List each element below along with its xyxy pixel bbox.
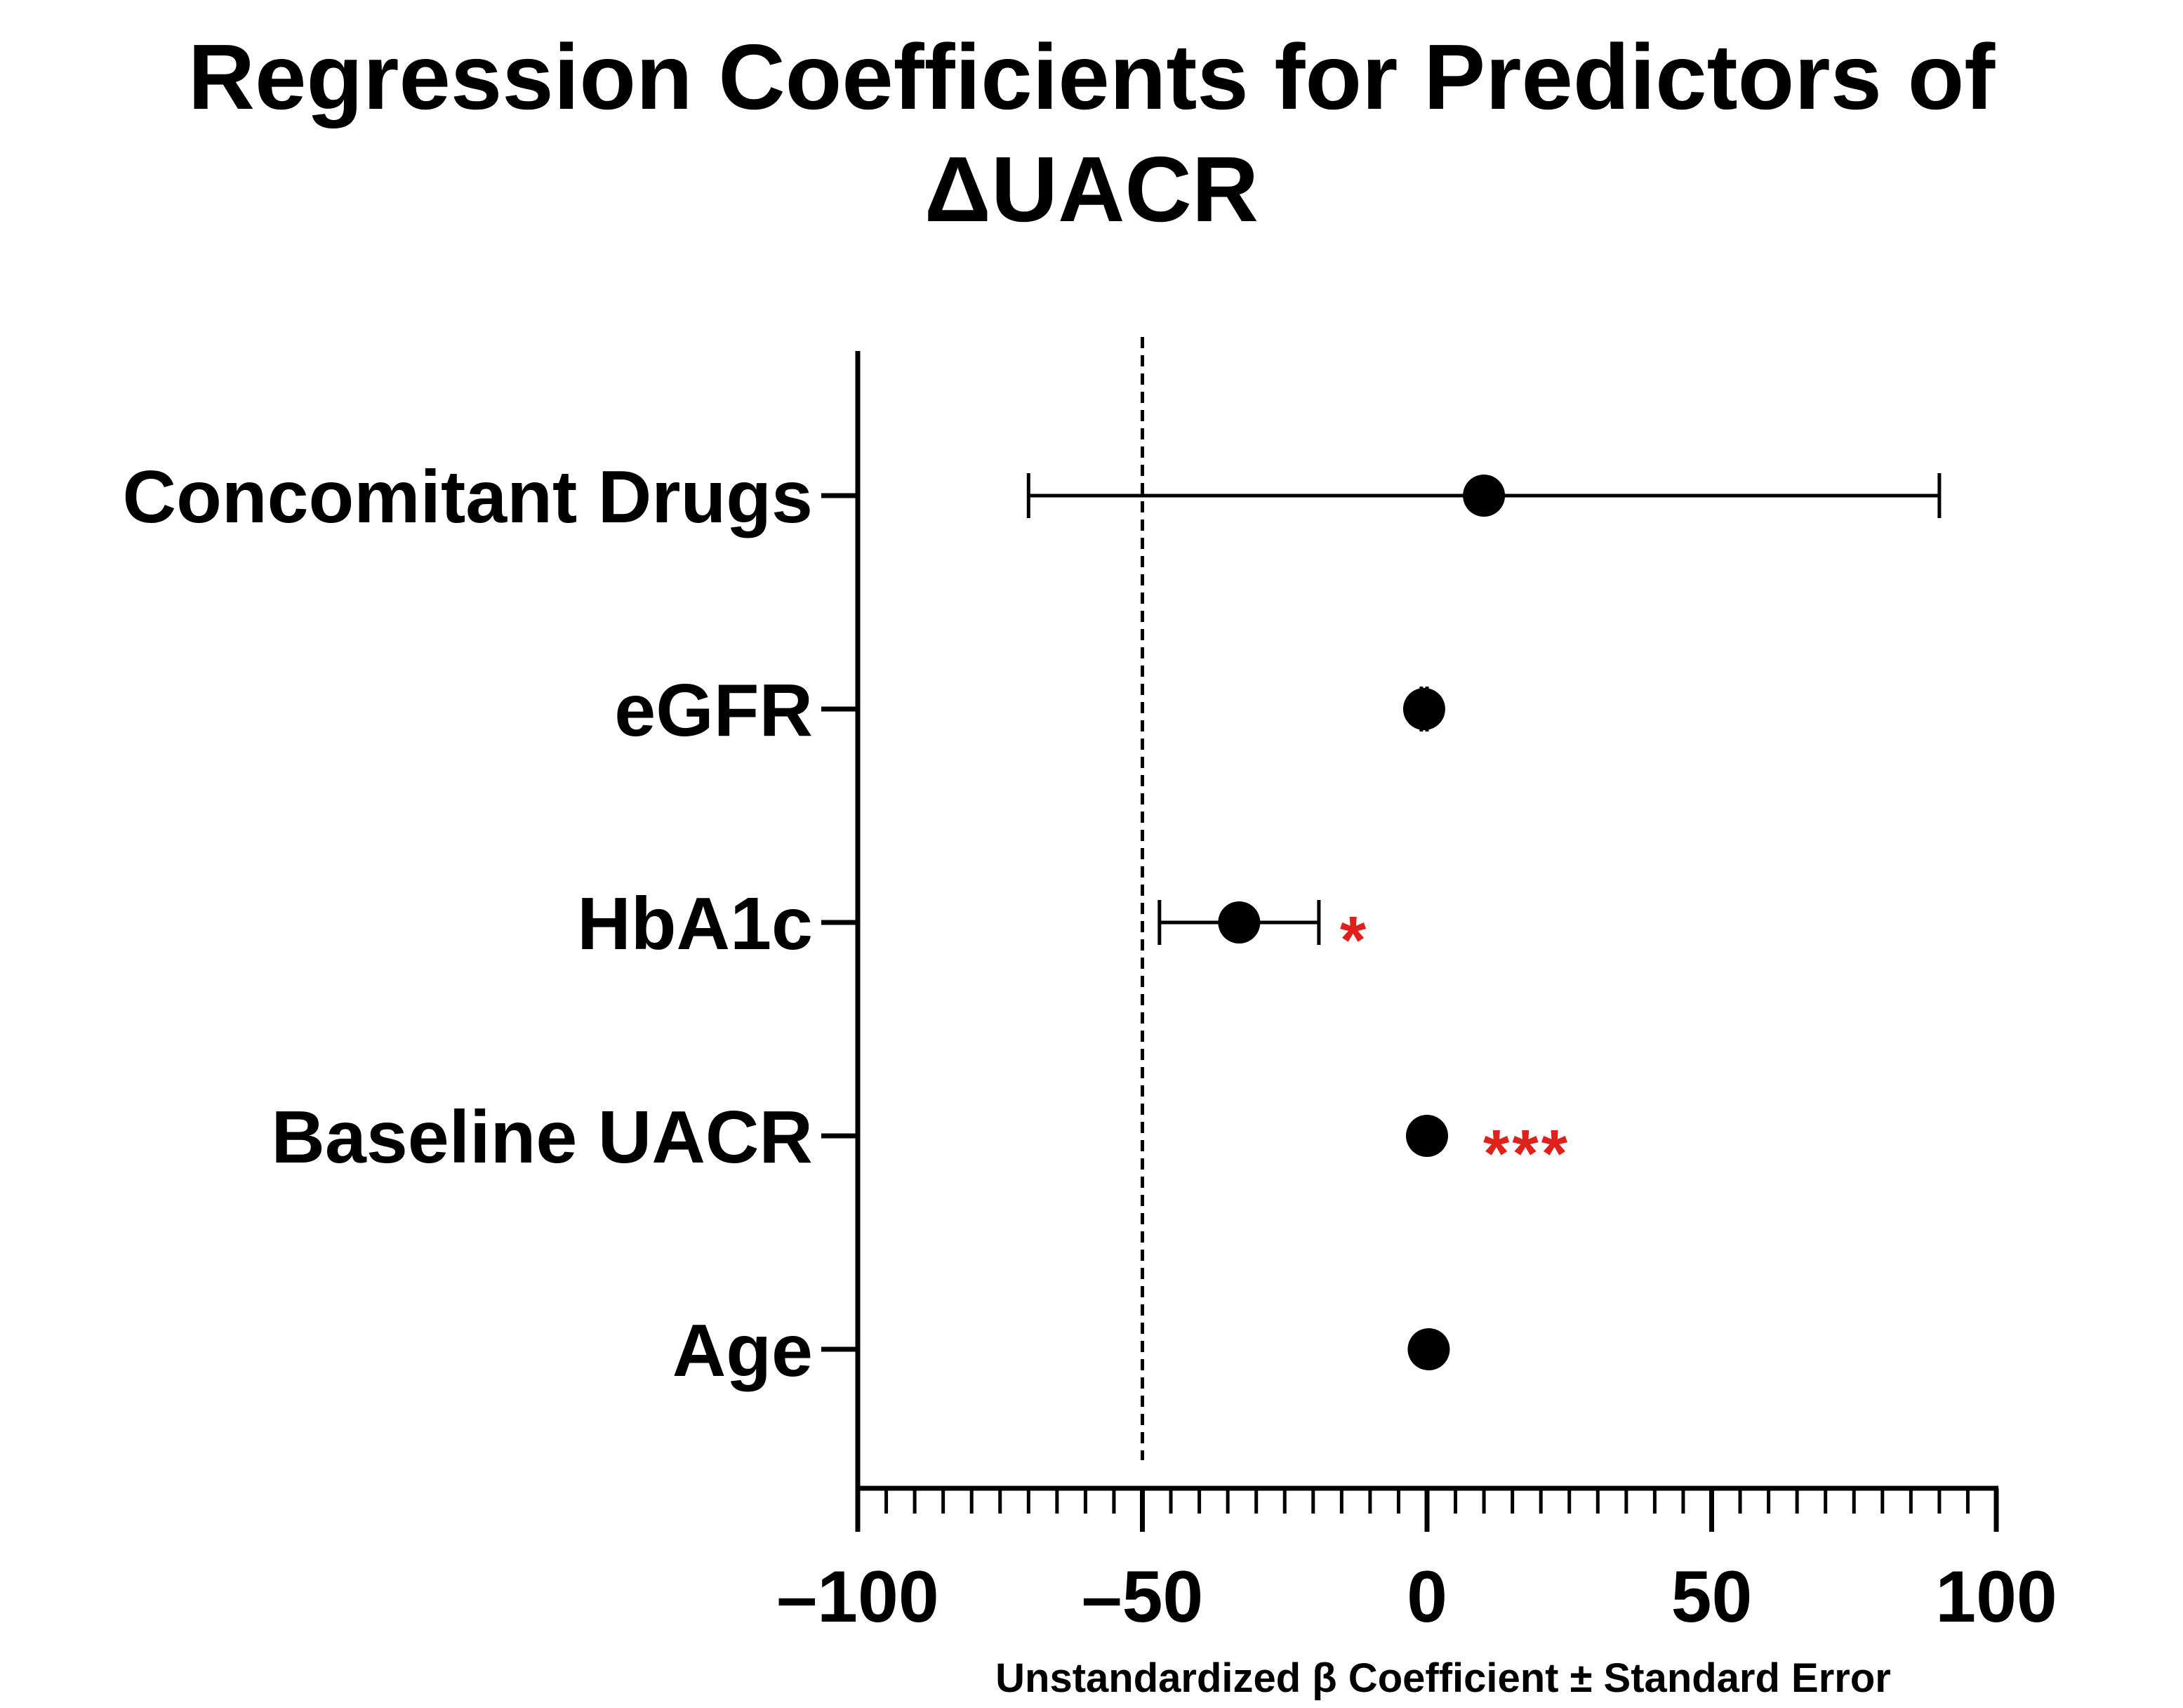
significance-marker: *** <box>1483 1116 1570 1191</box>
category-label: Concomitant Drugs <box>123 456 813 538</box>
estimate-point <box>1463 475 1506 517</box>
x-tick-label: 0 <box>1407 1556 1447 1638</box>
x-tick-label: –100 <box>776 1556 938 1638</box>
x-axis-label: Unstandardized β Coefficient ± Standard … <box>995 1655 1891 1701</box>
category-label: Age <box>672 1309 813 1392</box>
significance-marker: * <box>1340 903 1369 978</box>
category-label: HbA1c <box>577 882 813 965</box>
axes-layer: –100 –50 0 50 100 Concomitant Drugs eGFR HbA1c B… <box>123 351 2057 1638</box>
predictor-row <box>1026 473 1942 518</box>
predictor-row <box>1407 1328 1450 1370</box>
predictor-row <box>1402 687 1445 731</box>
estimate-point <box>1402 688 1445 730</box>
category-label: Baseline UACR <box>271 1096 813 1179</box>
x-tick-label: 50 <box>1671 1556 1753 1638</box>
x-tick-label: –50 <box>1082 1556 1204 1638</box>
x-tick-label: 100 <box>1935 1556 2057 1638</box>
estimate-point <box>1407 1328 1450 1370</box>
category-label: eGFR <box>614 669 813 752</box>
estimate-point <box>1218 901 1261 944</box>
chart-title-line-1: Regression Coefficients for Predictors o… <box>187 25 1996 128</box>
data-layer: **** <box>1026 473 1942 1370</box>
estimate-point <box>1406 1115 1448 1157</box>
predictor-row: * <box>1157 900 1369 978</box>
chart-title-line-2: ΔUACR <box>924 138 1259 241</box>
predictor-row: *** <box>1406 1115 1570 1191</box>
chart-title: Regression Coefficients for Predictors o… <box>0 21 2183 246</box>
